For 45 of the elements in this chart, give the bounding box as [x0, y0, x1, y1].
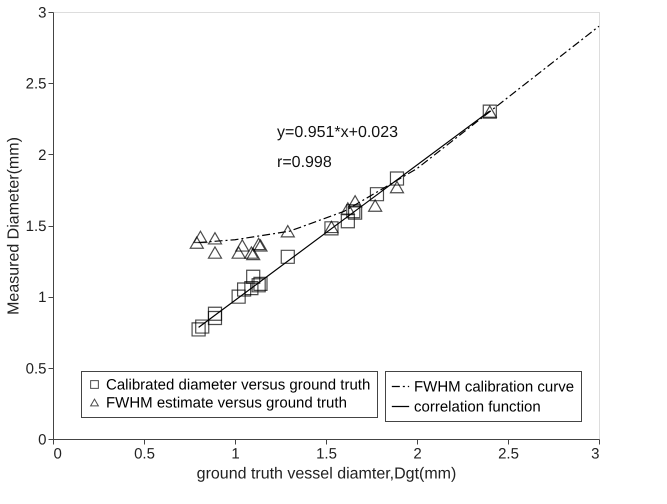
x-tick-label: 2 [413, 446, 422, 462]
point [370, 187, 384, 202]
x-tick-label: 1 [231, 446, 240, 462]
point [193, 230, 208, 244]
y-tick-label: 2 [38, 146, 46, 164]
point [208, 232, 222, 245]
point [232, 246, 246, 259]
point [280, 250, 295, 264]
point [208, 310, 222, 326]
annotation: r=0.998 [277, 154, 332, 171]
point [368, 199, 382, 212]
x-tick-label: 0 [54, 446, 62, 462]
point [195, 319, 210, 334]
y-tick-label: 1.5 [26, 218, 46, 235]
point [208, 246, 222, 259]
y-tick-label: 3 [38, 4, 46, 22]
point [244, 281, 258, 296]
y-tick-label: 0 [38, 432, 46, 448]
legend-label: correlation function [414, 398, 541, 416]
point [340, 214, 355, 228]
x-axis-title: ground truth vessel diamter,Dgt(mm) [196, 466, 456, 482]
y-tick-label: 1 [38, 289, 46, 306]
point [191, 322, 206, 337]
x-tick-label: 3 [591, 446, 600, 462]
legend-label: FWHM calibration curve [414, 378, 574, 396]
y-tick-label: 0.5 [26, 360, 46, 378]
legend-label: FWHM estimate versus ground truth [106, 394, 347, 412]
point [280, 224, 295, 238]
x-tick-label: 0.5 [134, 446, 155, 462]
y-axis-title: Measured Diameter(mm) [6, 137, 23, 315]
point [390, 180, 404, 194]
point [340, 202, 355, 215]
point [246, 270, 260, 284]
y-tick-label: 2.5 [26, 76, 46, 93]
point [236, 282, 252, 297]
x-tick-label: 1.5 [316, 446, 337, 462]
x-tick-label: 2.5 [498, 446, 519, 462]
point [190, 236, 204, 249]
annotation: y=0.951*x+0.023 [277, 124, 398, 141]
point [208, 306, 222, 321]
legend-label: Calibrated diameter versus ground truth [106, 376, 370, 394]
point [348, 195, 362, 208]
point [390, 171, 404, 186]
point [235, 239, 250, 252]
point [232, 290, 246, 304]
